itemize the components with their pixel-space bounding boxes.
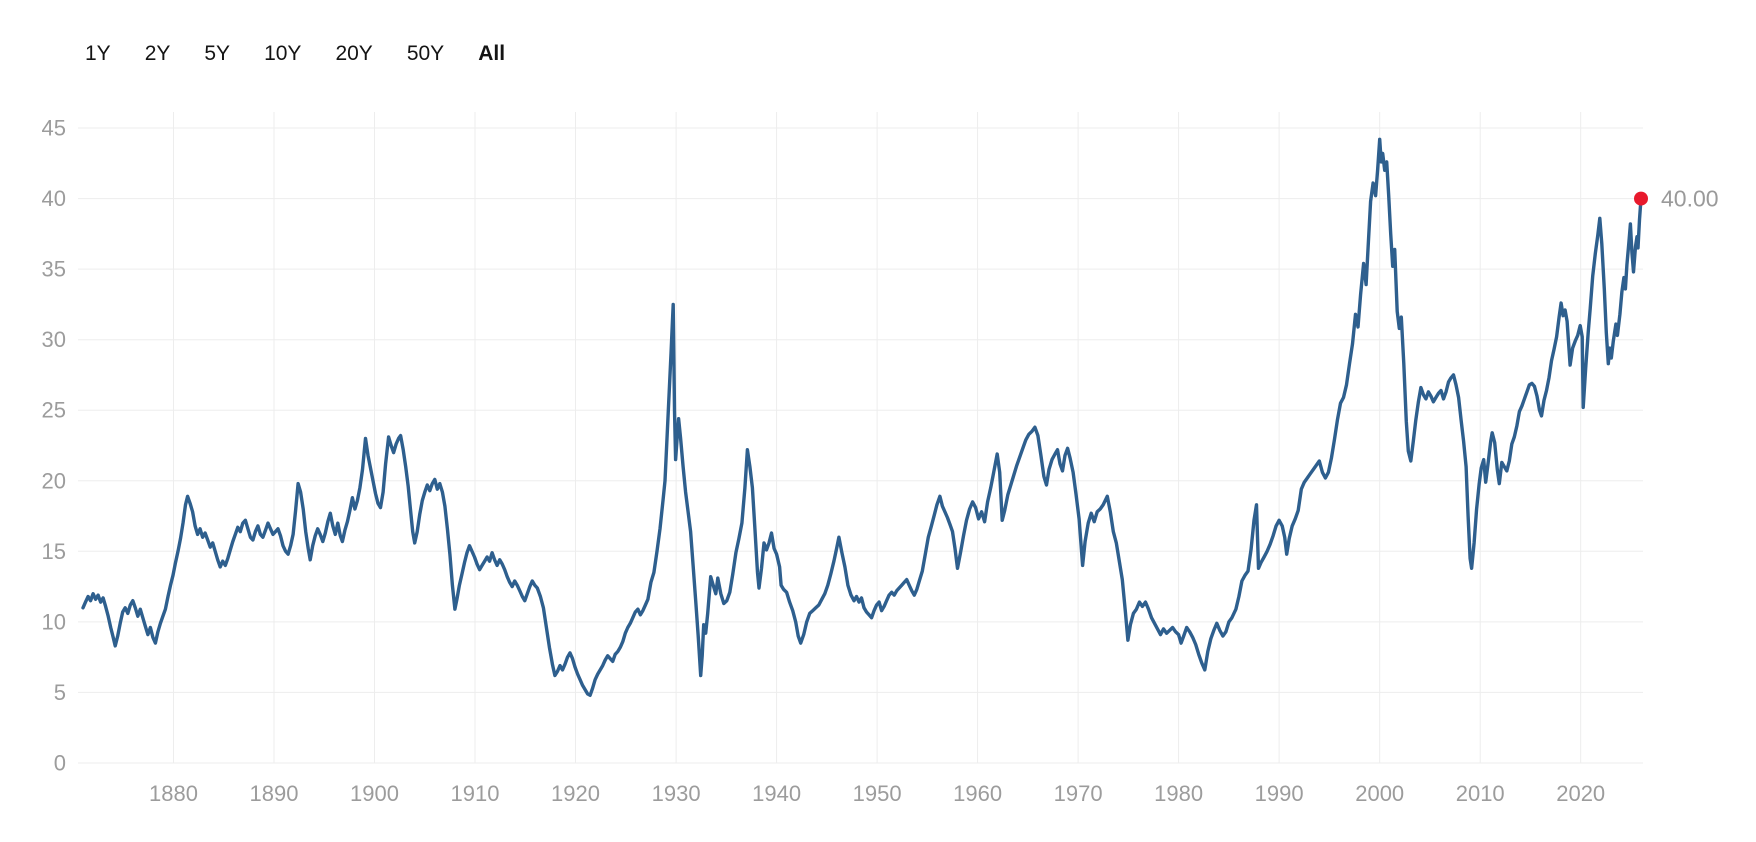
- x-axis-tick-label: 1910: [451, 781, 500, 806]
- x-axis-tick-label: 1880: [149, 781, 198, 806]
- range-button-5y[interactable]: 5Y: [204, 42, 231, 65]
- y-axis-tick-label: 10: [42, 609, 66, 634]
- x-axis-tick-label: 1960: [953, 781, 1002, 806]
- x-axis-tick-label: 1920: [551, 781, 600, 806]
- x-axis-tick-label: 1890: [250, 781, 299, 806]
- x-axis-tick-label: 1900: [350, 781, 399, 806]
- range-toolbar: 1Y 2Y 5Y 10Y 20Y 50Y All: [85, 43, 505, 64]
- range-button-all[interactable]: All: [478, 42, 506, 65]
- x-axis-tick-label: 2020: [1556, 781, 1605, 806]
- x-axis-tick-label: 1950: [853, 781, 902, 806]
- x-axis-tick-label: 2000: [1355, 781, 1404, 806]
- x-axis-tick-label: 1940: [752, 781, 801, 806]
- x-axis-tick-label: 2010: [1456, 781, 1505, 806]
- range-button-2y[interactable]: 2Y: [144, 42, 171, 65]
- range-button-20y[interactable]: 20Y: [335, 42, 373, 65]
- y-axis-tick-label: 5: [54, 680, 66, 705]
- last-value-label: 40.00: [1661, 186, 1719, 212]
- range-button-1y[interactable]: 1Y: [85, 42, 111, 65]
- y-axis-tick-label: 25: [42, 398, 66, 423]
- last-value-marker: [1634, 191, 1648, 206]
- y-axis-tick-label: 0: [54, 751, 66, 776]
- range-button-50y[interactable]: 50Y: [406, 42, 445, 65]
- y-axis-tick-label: 40: [42, 186, 66, 211]
- x-axis-tick-label: 1930: [652, 781, 701, 806]
- pe-ratio-line: [81, 137, 1643, 697]
- x-axis-tick-label: 1990: [1255, 781, 1304, 806]
- x-axis-tick-label: 1980: [1154, 781, 1203, 806]
- y-axis-tick-label: 20: [42, 468, 66, 493]
- range-button-10y[interactable]: 10Y: [264, 42, 302, 65]
- y-axis-tick-label: 30: [42, 327, 66, 352]
- x-axis-tick-label: 1970: [1054, 781, 1103, 806]
- y-axis-tick-label: 45: [42, 116, 66, 141]
- y-axis-tick-label: 15: [42, 539, 66, 564]
- y-axis-tick-label: 35: [42, 257, 66, 282]
